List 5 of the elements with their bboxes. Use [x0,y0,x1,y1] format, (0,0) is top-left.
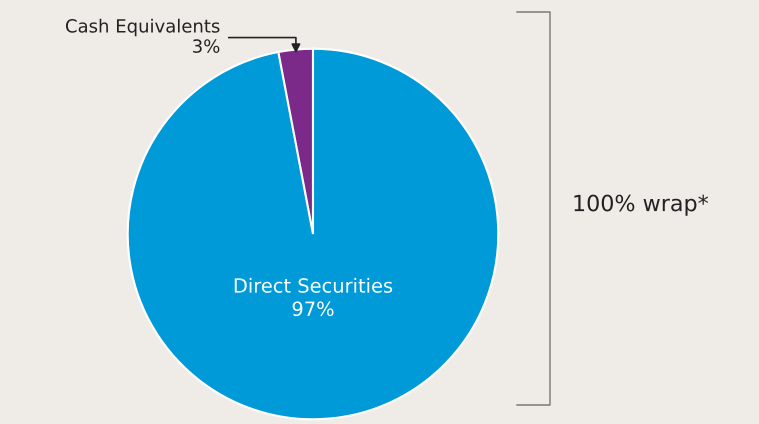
data-label: 3% [193,39,220,53]
slice-label: Direct Securities [234,278,392,293]
text: 100% wrap* [574,194,708,216]
slice-label: Cash Equivalents [66,18,220,36]
data-label: 97% [292,301,334,316]
